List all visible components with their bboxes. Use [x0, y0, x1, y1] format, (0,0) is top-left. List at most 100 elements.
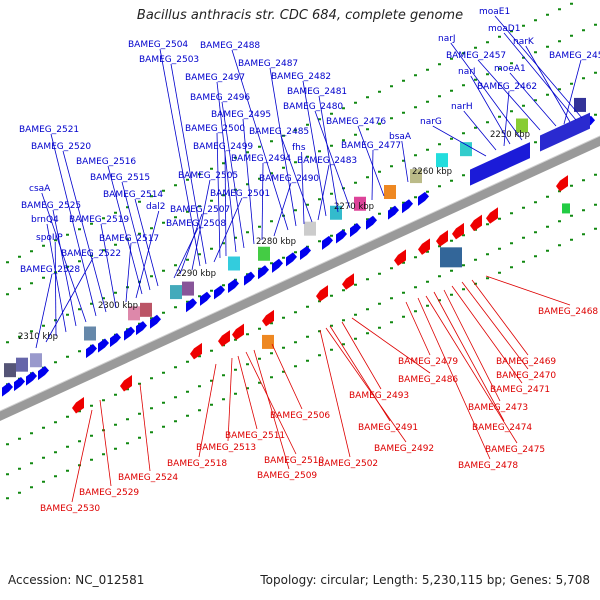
- track-dot-1: [186, 210, 189, 213]
- track-dot-3: [54, 361, 57, 364]
- track-dot-6: [18, 491, 21, 494]
- track-dot-1: [318, 150, 321, 153]
- track-dot-0: [270, 140, 273, 143]
- backbone-highlight: [0, 135, 600, 412]
- forward-gene-label: moeA1: [494, 64, 526, 74]
- scale-label: 2280 kbp: [256, 237, 296, 247]
- reverse-gene-label: BAMEG_2493: [349, 391, 409, 401]
- forward-leader-line: [317, 164, 330, 221]
- track-dot-2: [222, 242, 225, 245]
- track-dot-2: [486, 121, 489, 124]
- track-dot-4: [198, 355, 201, 358]
- track-dot-0: [330, 112, 333, 115]
- track-dot-5: [6, 473, 9, 476]
- track-dot-0: [534, 19, 537, 22]
- forward-gene-label: narG: [420, 117, 442, 127]
- track-dot-1: [198, 205, 201, 208]
- track-dot-3: [162, 311, 165, 314]
- feature-box: [128, 306, 140, 321]
- track-dot-1: [414, 106, 417, 109]
- track-dot-1: [210, 199, 213, 202]
- track-dot-0: [186, 178, 189, 181]
- track-dot-5: [450, 269, 453, 272]
- track-dot-2: [342, 187, 345, 190]
- track-dot-4: [534, 201, 537, 204]
- forward-leader-line: [216, 132, 221, 259]
- forward-gene-arrow: [228, 278, 239, 293]
- forward-gene-label: BAMEG_2519: [69, 215, 129, 225]
- track-dot-2: [114, 291, 117, 294]
- track-dot-4: [42, 426, 45, 429]
- track-dot-6: [462, 288, 465, 291]
- track-dot-4: [450, 239, 453, 242]
- forward-gene-label: fhs: [292, 143, 306, 153]
- track-dot-5: [414, 286, 417, 289]
- track-dot-2: [522, 104, 525, 107]
- feature-box: [574, 97, 586, 112]
- forward-gene-arrow: [336, 229, 347, 244]
- forward-leader-line: [280, 135, 313, 223]
- track-dot-0: [222, 162, 225, 165]
- track-dot-2: [306, 203, 309, 206]
- track-dot-2: [174, 264, 177, 267]
- track-dot-4: [186, 360, 189, 363]
- track-dot-4: [546, 195, 549, 198]
- track-dot-0: [318, 118, 321, 121]
- track-dot-0: [246, 151, 249, 154]
- reverse-gene-arrow: [218, 330, 230, 347]
- reverse-gene-arrow: [232, 323, 244, 341]
- track-dot-1: [174, 216, 177, 219]
- track-dot-1: [78, 260, 81, 263]
- track-dot-6: [54, 475, 57, 478]
- track-dot-4: [30, 432, 33, 435]
- reverse-leader-line: [227, 357, 233, 442]
- reverse-gene-arrow: [316, 285, 328, 302]
- reverse-leader-line: [237, 355, 258, 430]
- track-dot-1: [510, 62, 513, 65]
- track-dot-5: [18, 467, 21, 470]
- track-dot-0: [18, 255, 21, 258]
- forward-gene-label: BAMEG_2490: [259, 174, 319, 184]
- track-dot-6: [330, 348, 333, 351]
- reverse-leader-line: [319, 329, 351, 458]
- forward-gene-label: BAMEG_2505: [178, 171, 238, 181]
- forward-gene-arrow: [14, 377, 25, 392]
- forward-gene-label: BAMEG_2516: [76, 157, 136, 167]
- forward-gene-label: BAMEG_2499: [193, 142, 253, 152]
- forward-gene-arrow: [214, 285, 225, 300]
- track-dot-3: [198, 295, 201, 298]
- reverse-gene-label: BAMEG_2468: [538, 307, 598, 317]
- forward-leader-line: [371, 149, 374, 201]
- forward-leader-line: [52, 209, 77, 327]
- track-dot-2: [594, 71, 597, 74]
- track-dot-1: [42, 276, 45, 279]
- feature-box: [182, 281, 194, 296]
- track-dot-0: [162, 189, 165, 192]
- track-dot-1: [102, 249, 105, 252]
- reverse-gene-label: BAMEG_2502: [318, 459, 378, 469]
- feature-box: [562, 203, 570, 214]
- forward-gene-label: BAMEG_2525: [21, 201, 81, 211]
- track-dot-5: [198, 385, 201, 388]
- track-dot-2: [318, 198, 321, 201]
- forward-gene-label: BAMEG_2508: [166, 219, 226, 229]
- feature-box: [16, 357, 28, 372]
- track-dot-3: [318, 240, 321, 243]
- reverse-gene-label: BAMEG_2518: [167, 459, 227, 469]
- track-dot-6: [102, 453, 105, 456]
- forward-gene-arrow: [402, 199, 413, 214]
- track-dot-2: [198, 253, 201, 256]
- forward-gene-label: BAMEG_2477: [341, 141, 401, 151]
- feature-box: [384, 185, 396, 199]
- forward-gene-label: BAMEG_2485: [249, 127, 309, 137]
- track-dot-0: [114, 211, 117, 214]
- forward-leader-line: [261, 162, 264, 241]
- forward-gene-arrow: [124, 326, 135, 341]
- forward-leader-line: [173, 227, 199, 279]
- genome-summary-text: Topology: circular; Length: 5,230,115 bp…: [260, 573, 590, 587]
- forward-gene-label: BAMEG_2521: [19, 125, 79, 135]
- track-dot-2: [138, 280, 141, 283]
- track-dot-1: [162, 221, 165, 224]
- reverse-leader-line: [425, 295, 518, 444]
- track-dot-0: [354, 101, 357, 104]
